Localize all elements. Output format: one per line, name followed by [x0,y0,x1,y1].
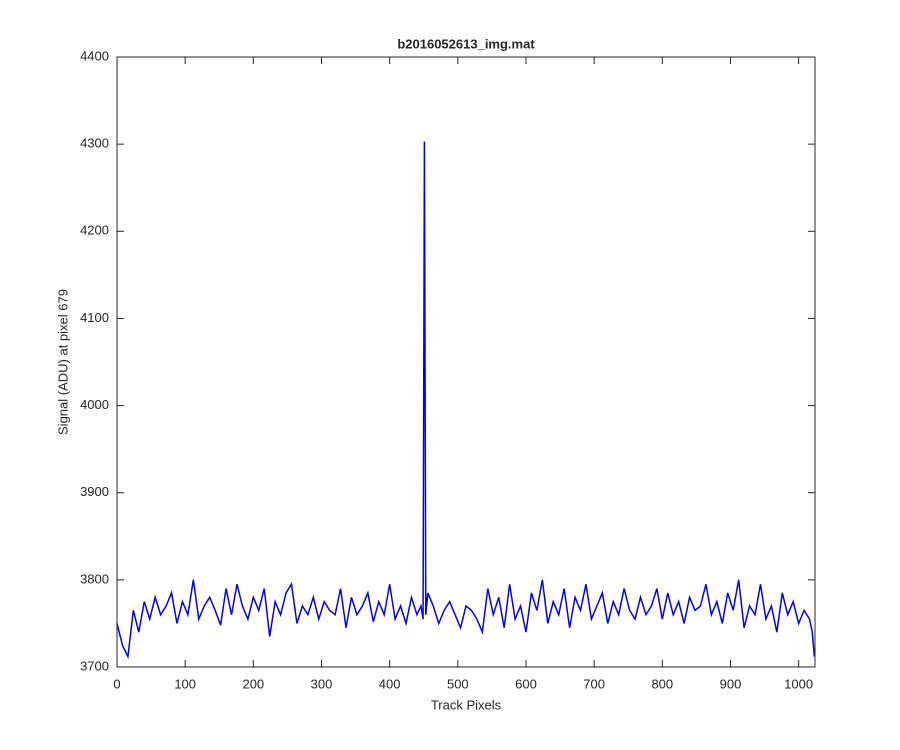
y-tick-label: 4000 [80,397,109,412]
x-axis-label: Track Pixels [431,697,502,712]
x-tick-label: 300 [311,676,333,691]
x-tick-label: 400 [379,676,401,691]
x-tick-label: 500 [447,676,469,691]
y-tick-label: 4300 [80,136,109,151]
y-tick-label: 4200 [80,223,109,238]
y-tick-label: 4400 [80,48,109,63]
plot-frame [116,56,816,668]
x-tick-label: 700 [583,676,605,691]
y-axis-label: Signal (ADU) at pixel 679 [55,289,70,435]
x-tick-label: 1000 [784,676,813,691]
x-tick-label: 600 [515,676,537,691]
x-tick-label: 200 [242,676,264,691]
x-tick-label: 100 [174,676,196,691]
x-tick-label: 800 [651,676,673,691]
y-tick-label: 3700 [80,658,109,673]
data-line [116,141,816,660]
x-tick-label: 0 [113,676,120,691]
y-tick-label: 3900 [80,484,109,499]
chart-title: b2016052613_img.mat [397,36,535,51]
y-tick-label: 4100 [80,310,109,325]
y-tick-label: 3800 [80,571,109,586]
x-tick-label: 900 [720,676,742,691]
